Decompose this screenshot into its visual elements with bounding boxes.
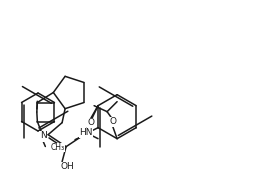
Text: N: N xyxy=(40,131,47,140)
Text: OH: OH xyxy=(60,162,74,171)
Text: CH₃: CH₃ xyxy=(50,143,64,152)
Text: O: O xyxy=(88,118,94,127)
Text: HN: HN xyxy=(79,128,93,137)
Text: N: N xyxy=(39,133,46,142)
Text: O: O xyxy=(110,117,117,126)
